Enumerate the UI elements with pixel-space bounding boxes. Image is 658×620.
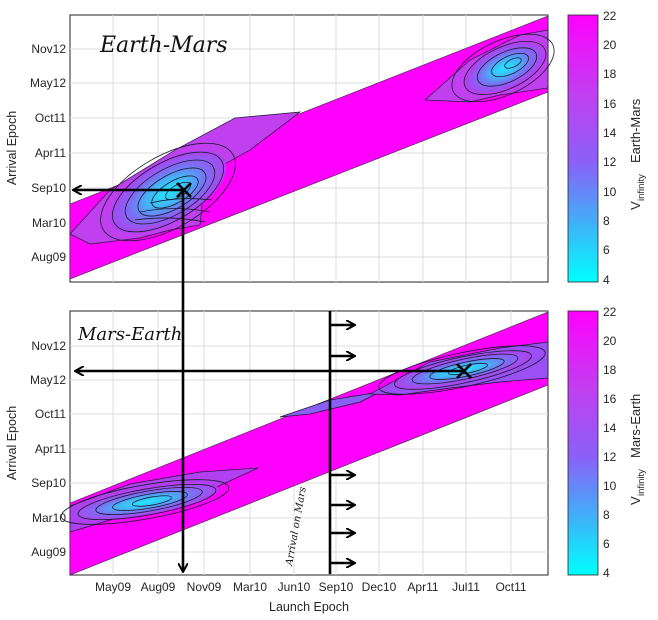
top-y-tick: Apr11 [35,146,66,160]
top-chart-panel: Nov12 May12 Oct11 Apr11 Sep10 Mar10 Aug0… [5,9,647,287]
top-cb-title-sub: infinity [636,174,647,201]
top-cb-tick: 16 [603,97,617,111]
bottom-cb-tick: 4 [603,566,610,580]
top-y-axis-title: Arrival Epoch [5,111,19,185]
top-cb-tick: 8 [603,214,610,228]
annotation-arrows [74,182,472,574]
top-cb-tick: 22 [603,9,617,23]
bottom-cb-tick: 10 [603,479,617,493]
bottom-cb-tick: 14 [603,421,617,435]
bottom-cb-tick: 8 [603,508,610,522]
bottom-cb-title-main: V [628,496,643,505]
bottom-y-axis-title: Arrival Epoch [5,406,19,480]
top-y-tick: Sep10 [31,181,66,195]
top-cb-title-rest: Earth-Mars [628,98,643,163]
bottom-cb-tick: 22 [603,305,617,319]
top-colorbar-ticks: 22 20 18 16 14 12 10 8 6 4 [603,9,617,287]
top-cb-tick: 12 [603,155,617,169]
bottom-y-tick: Oct11 [35,407,66,421]
bottom-cb-tick: 12 [603,450,617,464]
x-tick: May09 [95,580,131,594]
x-tick: Apr11 [407,580,438,594]
top-colorbar-title: V infinity Earth-Mars [628,98,647,210]
x-tick: Mar10 [233,580,267,594]
bottom-y-tick: Aug09 [31,545,66,559]
top-y-tick: May12 [30,76,66,90]
top-annotation: Earth-Mars [99,33,228,58]
top-contour-region-2 [424,29,555,103]
top-y-tick-labels: Nov12 May12 Oct11 Apr11 Sep10 Mar10 Aug0… [30,42,66,264]
bottom-y-tick: Mar10 [32,511,66,525]
x-tick: Oct11 [495,580,526,594]
x-tick: Jul11 [452,580,480,594]
bottom-y-tick-labels: Nov12 May12 Oct11 Apr11 Sep10 Mar10 Aug0… [30,339,66,559]
top-cb-tick: 6 [603,243,610,257]
top-cb-tick: 14 [603,126,617,140]
bottom-colorbar-title: V infinity Mars-Earth [628,394,647,505]
top-cb-tick: 20 [603,38,617,52]
bottom-cb-title-rest: Mars-Earth [628,394,643,458]
x-tick: Dec10 [362,580,397,594]
top-cb-tick: 4 [603,273,610,287]
bottom-cb-tick: 6 [603,537,610,551]
bottom-colorbar [567,310,599,576]
bottom-cb-tick: 18 [603,363,617,377]
top-colorbar [567,14,599,283]
x-tick: Nov09 [187,580,222,594]
top-cb-title-main: V [628,201,643,210]
x-tick: Sep10 [319,580,354,594]
bottom-cb-tick: 20 [603,334,617,348]
bottom-x-tick-labels: May09 Aug09 Nov09 Mar10 Jun10 Sep10 Dec1… [95,580,527,594]
bottom-y-tick: May12 [30,373,66,387]
bottom-y-tick: Apr11 [35,442,66,456]
bottom-chart-panel: Nov12 May12 Oct11 Apr11 Sep10 Mar10 Aug0… [5,305,647,614]
x-tick: Jun10 [278,580,311,594]
x-tick: Aug09 [141,580,176,594]
top-y-tick: Mar10 [32,216,66,230]
bottom-y-tick: Sep10 [31,476,66,490]
bottom-cb-title-sub: infinity [636,469,647,496]
arrival-window-arrows [330,325,354,563]
bottom-y-tick: Nov12 [31,339,66,353]
top-y-tick: Nov12 [31,42,66,56]
top-y-tick: Aug09 [31,250,66,264]
x-axis-title: Launch Epoch [269,600,349,614]
top-cb-tick: 10 [603,185,617,199]
bottom-cb-tick: 16 [603,392,617,406]
bottom-colorbar-ticks: 22 20 18 16 14 12 10 8 6 4 [603,305,617,580]
top-y-tick: Oct11 [35,111,66,125]
bottom-annotation: Mars-Earth [77,324,182,345]
top-cb-tick: 18 [603,67,617,81]
